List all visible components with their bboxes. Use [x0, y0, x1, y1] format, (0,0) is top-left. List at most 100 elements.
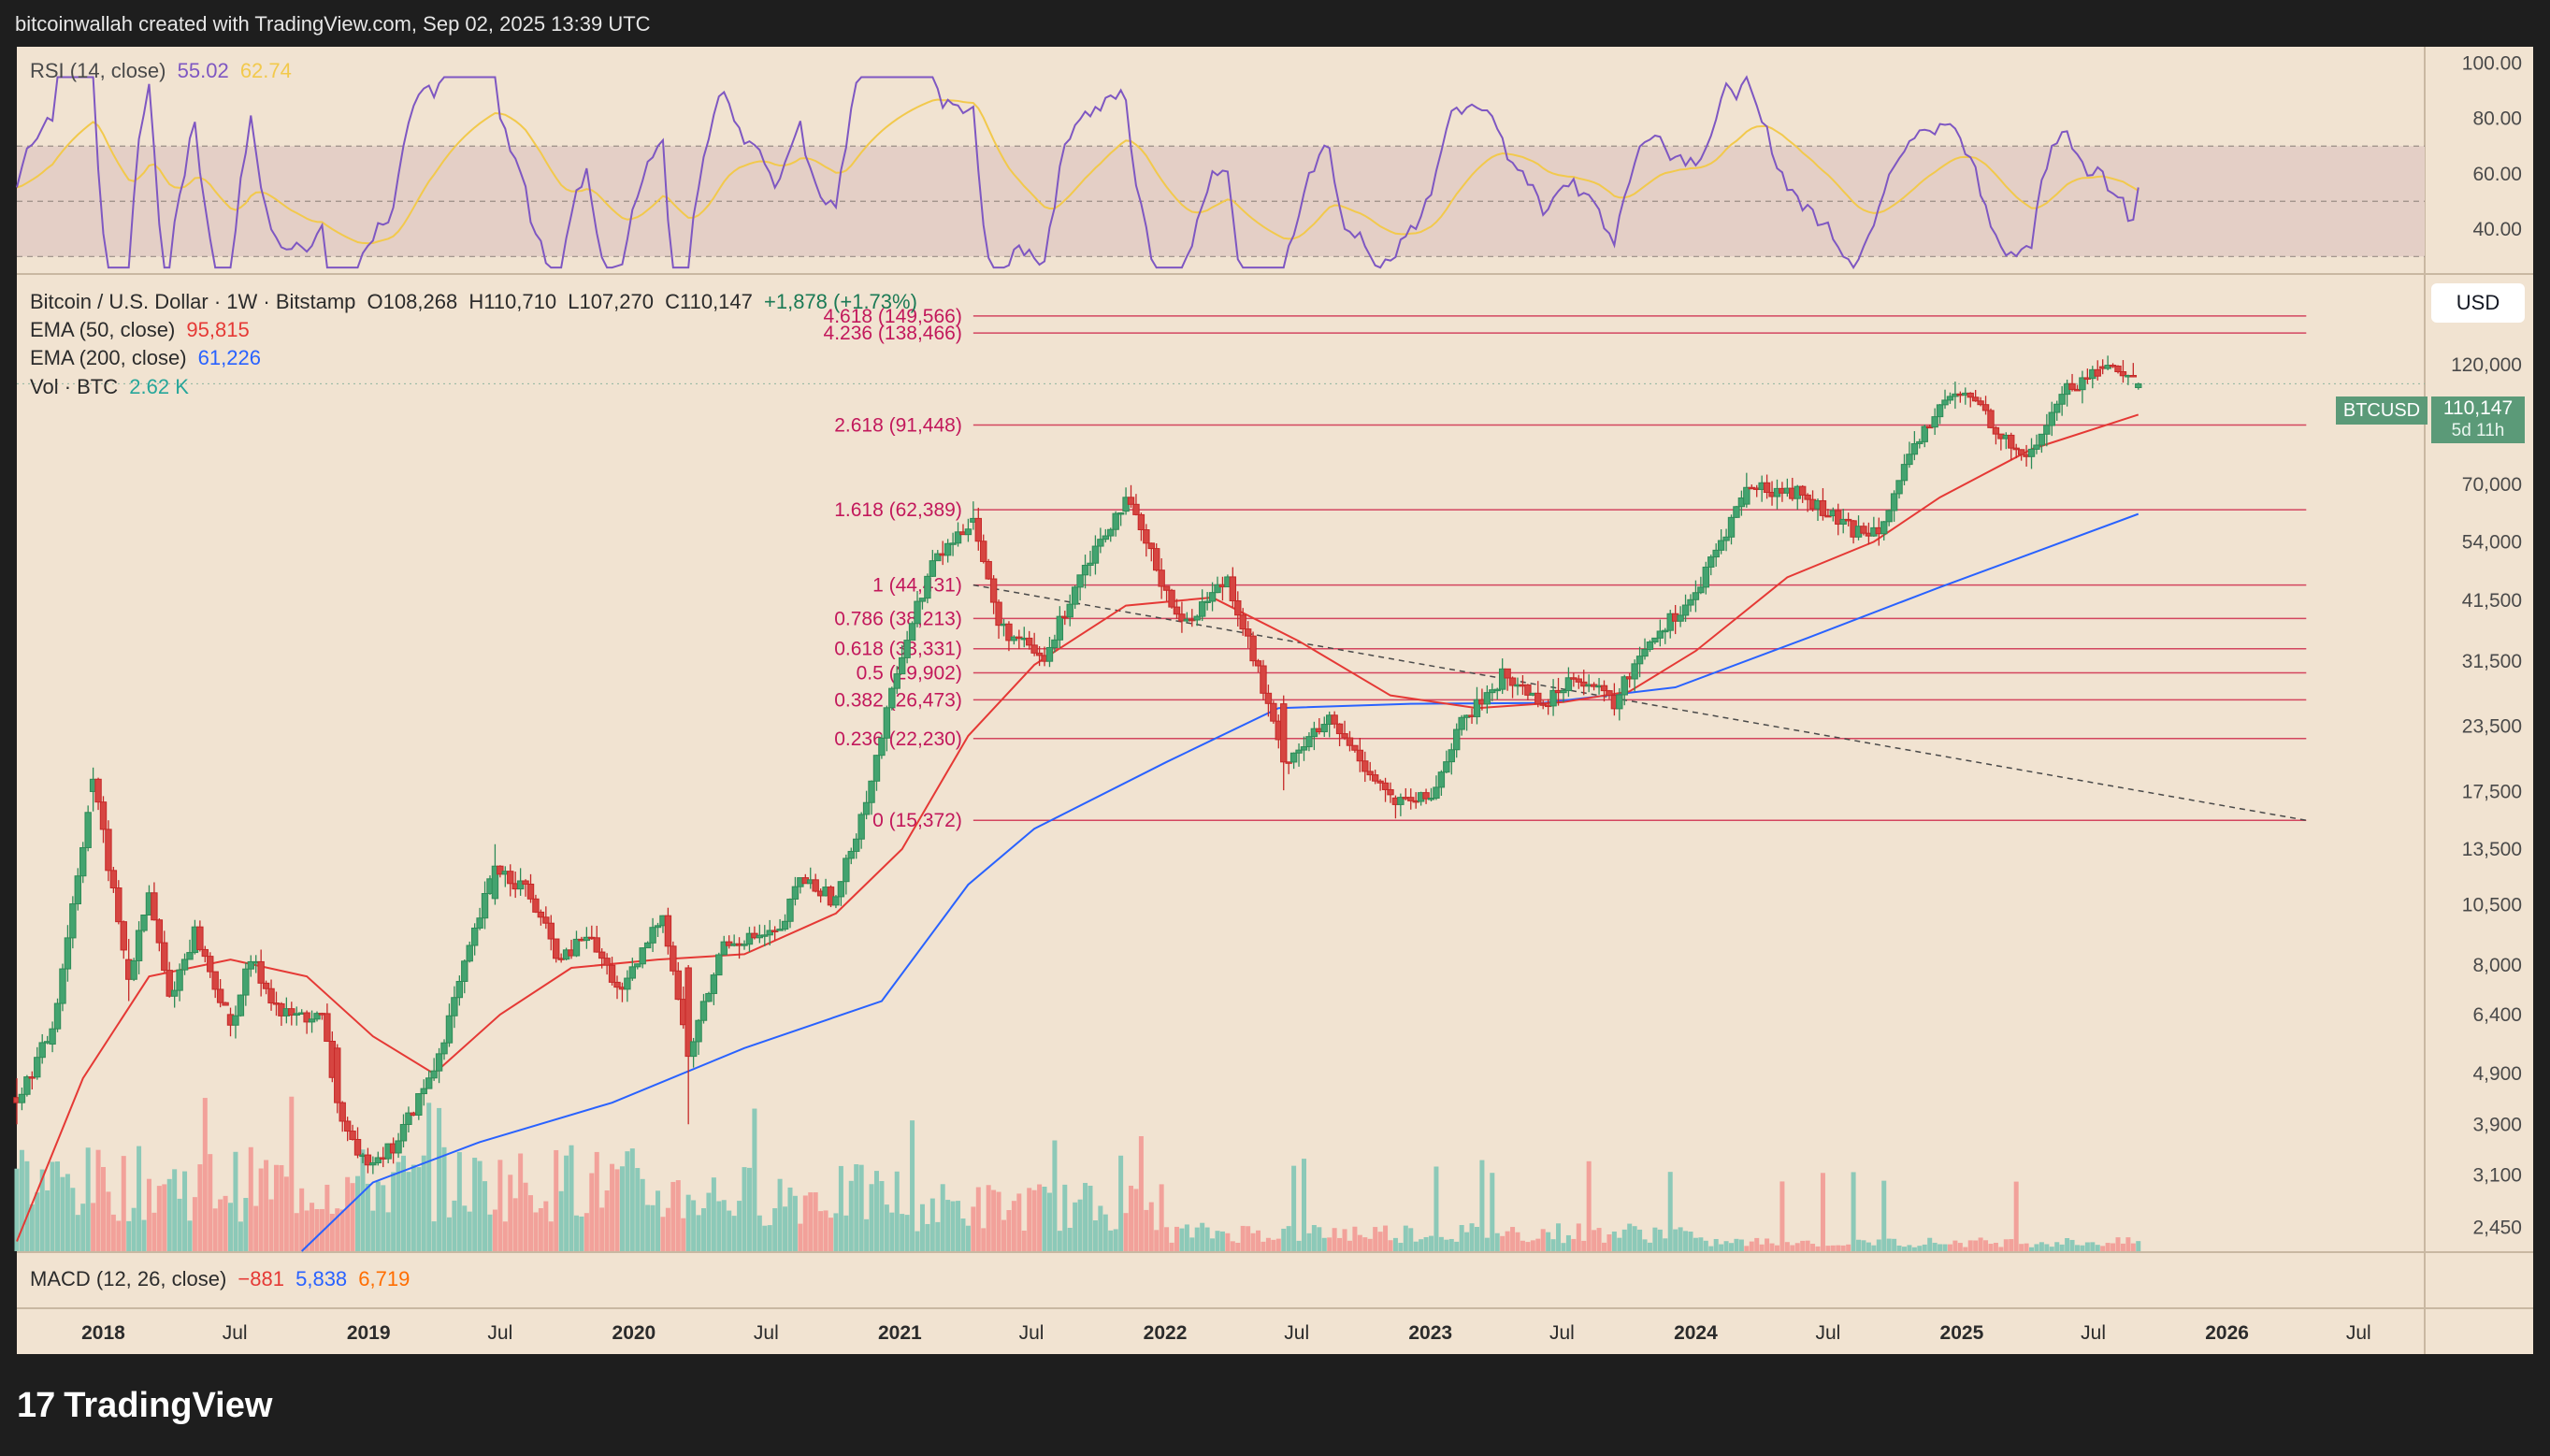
volume-bar [619, 1166, 625, 1251]
volume-bar [1637, 1229, 1643, 1251]
volume-bar [915, 1231, 920, 1251]
volume-bar [319, 1208, 324, 1251]
volume-bar [2009, 1239, 2014, 1251]
rsi-line [16, 75, 2139, 269]
volume-bar [1734, 1238, 1739, 1251]
ohlc-change: +1,878 (+1.73%) [764, 290, 917, 313]
volume-bar [1057, 1231, 1062, 1251]
volume-bar [573, 1215, 579, 1251]
volume-bar [1256, 1230, 1261, 1251]
candle-body [196, 926, 204, 950]
tradingview-watermark: 17 TradingView [17, 1385, 272, 1426]
currency-button[interactable]: USD [2431, 283, 2525, 323]
candle-body [481, 893, 489, 919]
volume-bar [635, 1168, 641, 1251]
volume-bar [956, 1201, 961, 1251]
rsi-axis-tick: 40.00 [2472, 219, 2522, 240]
volume-bar [1179, 1228, 1185, 1251]
volume-bar [1419, 1239, 1424, 1251]
volume-bar [869, 1184, 874, 1251]
candle-body [1702, 566, 1710, 588]
candle-body [1320, 724, 1328, 733]
fib-level-label: 0.236 (22,230) [834, 728, 962, 750]
candle-body [288, 1008, 295, 1016]
volume-bar [1998, 1247, 2004, 1251]
volume-bar [273, 1164, 279, 1251]
volume-bar [1092, 1220, 1098, 1251]
volume-bar [833, 1213, 839, 1251]
volume-bar [1530, 1240, 1535, 1251]
candle-body [995, 601, 1002, 627]
volume-bar [1321, 1237, 1327, 1251]
volume-bar [1311, 1225, 1317, 1251]
candle-body [1331, 714, 1338, 725]
candle-body [1508, 677, 1517, 686]
volume-bar [1978, 1237, 1983, 1251]
volume-bar [1754, 1237, 1760, 1251]
volume-bar [1464, 1232, 1470, 1251]
candle-body [1697, 586, 1705, 594]
volume-bar [166, 1178, 172, 1251]
volume-bar [1729, 1243, 1735, 1251]
candle-body [28, 1076, 36, 1079]
volume-bar [1967, 1240, 1973, 1251]
candle-body [1208, 592, 1217, 602]
candle-body [232, 1015, 239, 1026]
volume-bar [838, 1165, 843, 1251]
volume-bar [1067, 1227, 1073, 1251]
candle-body [1427, 798, 1435, 800]
ema50-line [16, 413, 2139, 1242]
fib-level-label: 0.5 (29,902) [857, 662, 962, 684]
volume-bar [416, 1167, 422, 1251]
ema200-line [300, 512, 2139, 1252]
candle-body [1280, 703, 1288, 763]
candle-body [1366, 771, 1374, 776]
candle-body [1371, 774, 1379, 782]
candle-body [908, 623, 916, 642]
volume-bar [1448, 1238, 1454, 1251]
candle-body [49, 1028, 56, 1045]
candle-body [1835, 510, 1842, 526]
volume-bar [2019, 1244, 2024, 1251]
candle-body [1681, 604, 1690, 616]
volume-bar [95, 1149, 101, 1251]
volume-bar [1947, 1244, 1952, 1251]
volume-bar [55, 1161, 61, 1251]
volume-bar [1779, 1181, 1785, 1251]
volume-bar [1275, 1238, 1281, 1251]
candle-body [1158, 569, 1165, 587]
candle-body [1076, 574, 1084, 588]
symbol-legend: Bitcoin / U.S. Dollar · 1W · Bitstamp O1… [30, 290, 917, 314]
candle-body [257, 960, 265, 984]
volume-bar [1892, 1238, 1897, 1251]
volume-bar [554, 1149, 559, 1251]
candle-body [369, 1161, 377, 1166]
volume-bar [660, 1217, 666, 1251]
volume-bar [1606, 1234, 1612, 1251]
volume-bar [1006, 1210, 1012, 1251]
candle-body [1351, 744, 1359, 751]
candle-body [170, 989, 179, 997]
candle-body [186, 952, 194, 960]
volume-bar [1759, 1244, 1765, 1251]
time-axis-tick: Jul [2081, 1322, 2106, 1344]
price-axis-tick: 4,900 [2472, 1063, 2522, 1085]
candle-body [207, 956, 214, 973]
volume-bar [1118, 1155, 1124, 1251]
time-axis-tick: Jul [1549, 1322, 1575, 1344]
time-axis-tick: Jul [487, 1322, 512, 1344]
candle-body [1885, 510, 1893, 523]
volume-bar [1215, 1231, 1220, 1251]
candle-body [425, 1077, 433, 1089]
volume-bar [533, 1212, 539, 1251]
fib-level-label: 0.382 (26,473) [834, 689, 962, 711]
candle-body [339, 1102, 346, 1122]
candle-body [598, 951, 606, 959]
volume-bar [151, 1212, 157, 1251]
volume-bar [2029, 1247, 2035, 1251]
volume-bar [864, 1218, 870, 1251]
volume-bar [29, 1204, 35, 1251]
volume-bar [264, 1160, 269, 1251]
volume-bar [400, 1155, 406, 1251]
